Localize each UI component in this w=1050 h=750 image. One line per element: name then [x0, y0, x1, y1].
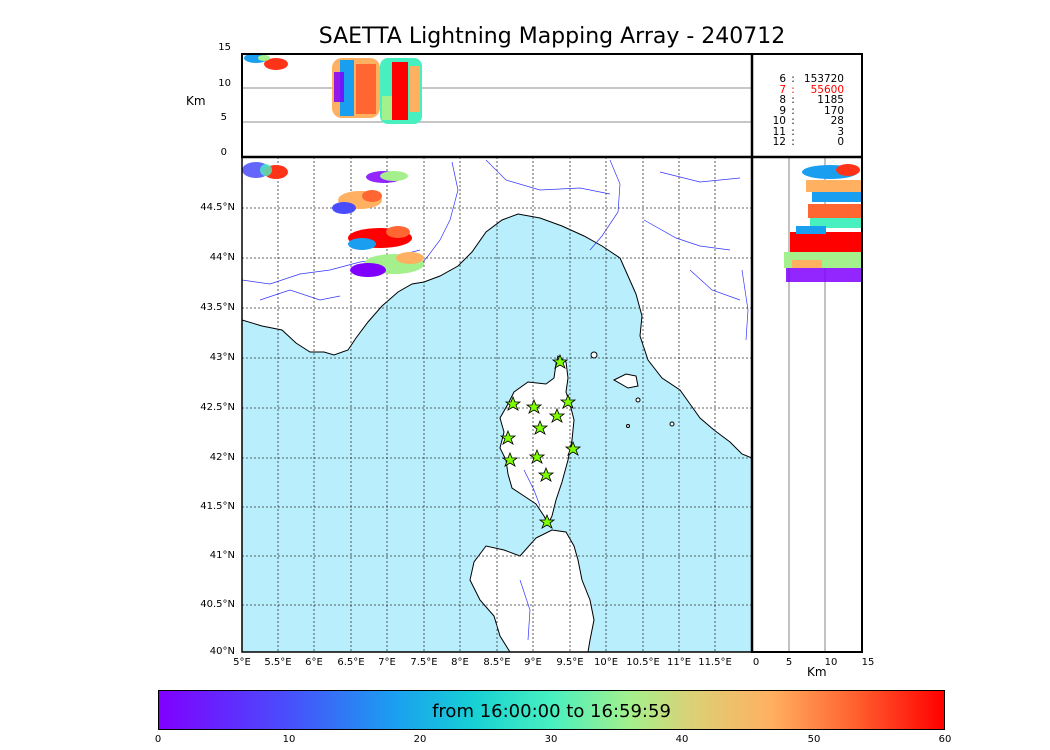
map-panel[interactable] [242, 157, 752, 652]
stations-count-key: 8 [779, 94, 786, 106]
lightning-sources-map [242, 162, 424, 277]
elba-island [612, 373, 639, 389]
map-gridlines [242, 157, 752, 652]
stats-sep: : [791, 104, 795, 117]
time-colorbar [158, 690, 945, 730]
top-ytick: 0 [220, 147, 227, 158]
sardinia-island [469, 529, 595, 652]
stats-sep: : [791, 125, 795, 138]
colorbar-tick: 0 [154, 734, 162, 745]
figure-title: SAETTA Lightning Mapping Array - 240712 [318, 24, 786, 49]
lon-tick: 5°E [233, 657, 251, 668]
stats-row: 10: 28 [756, 116, 856, 127]
lon-tick: 8.5°E [483, 657, 511, 668]
lon-tick: 9°E [524, 657, 542, 668]
stats-row: 11: 3 [756, 125, 856, 138]
colorbar-tick: 10 [282, 734, 296, 745]
lat-tick: 42.5°N [200, 402, 235, 413]
colorbar-tick: 40 [675, 734, 689, 745]
side-xtick: 15 [861, 657, 875, 668]
lat-tick: 41.5°N [200, 501, 235, 512]
lat-tick: 41°N [209, 550, 235, 561]
stations-count-key: 11 [772, 125, 786, 138]
side-xtick: 10 [824, 657, 838, 668]
side-xtick: 0 [752, 657, 760, 668]
lat-tick: 43°N [209, 352, 235, 363]
sources-count: 55600 [810, 83, 844, 96]
lon-tick: 10°E [593, 657, 619, 668]
colorbar-tick: 60 [938, 734, 952, 745]
lat-tick: 42°N [209, 452, 235, 463]
lon-tick: 11°E [666, 657, 692, 668]
lon-tick: 5.5°E [264, 657, 292, 668]
lon-tick: 6.5°E [337, 657, 365, 668]
side-xtick: 5 [785, 657, 793, 668]
lon-tick: 8°E [451, 657, 469, 668]
colorbar-tick: 30 [544, 734, 558, 745]
sources-count: 28 [830, 115, 844, 127]
altitude-panel-side [752, 157, 862, 652]
lon-tick: 10.5°E [626, 657, 660, 668]
side-xlabel: Km [807, 665, 827, 679]
corsica-island [499, 355, 575, 526]
lat-tick: 40.5°N [200, 599, 235, 610]
lon-tick: 7°E [378, 657, 396, 668]
colorbar-tick: 20 [413, 734, 427, 745]
altitude-panel-top [242, 54, 752, 157]
sources-count: 153720 [803, 73, 844, 85]
top-ytick: 5 [220, 112, 227, 123]
lat-tick: 40°N [209, 646, 235, 657]
lma-stations [499, 353, 582, 529]
colorbar-tick: 50 [807, 734, 821, 745]
lon-tick: 7.5°E [410, 657, 438, 668]
stats-row: 9: 170 [756, 104, 856, 117]
stations-table: 6:153720 7:55600 8:1185 9:170 10:28 11:3… [756, 74, 856, 148]
lon-tick: 9.5°E [556, 657, 584, 668]
stations-count-key: 9 [779, 104, 786, 117]
stats-sep: : [791, 115, 795, 127]
lon-tick: 6°E [305, 657, 323, 668]
stats-sep: : [791, 73, 795, 85]
sources-count: 3 [837, 125, 844, 138]
stations-count-key: 7 [779, 83, 786, 96]
sources-count: 0 [837, 136, 844, 148]
stations-count-key: 10 [772, 115, 786, 127]
stats-sep: : [791, 94, 795, 106]
stats-sep: : [791, 136, 795, 148]
stations-count-key: 12 [772, 136, 786, 148]
lon-tick: 11.5°E [698, 657, 732, 668]
stations-count-key: 6 [779, 73, 786, 85]
stats-row: 12: 0 [756, 137, 856, 148]
sources-count: 1185 [817, 94, 844, 106]
top-ytick: 10 [218, 78, 231, 89]
stats-sep: : [791, 83, 795, 96]
stats-row: 6:153720 [756, 74, 856, 85]
top-ytick: 15 [218, 42, 231, 53]
top-ylabel: Km [186, 94, 206, 108]
sources-count: 170 [823, 104, 844, 117]
stats-box [751, 53, 863, 158]
stats-row: 8: 1185 [756, 95, 856, 106]
lat-tick: 43.5°N [200, 302, 235, 313]
lat-tick: 44°N [209, 252, 235, 263]
colorbar-label: from 16:00:00 to 16:59:59 [432, 701, 671, 722]
lat-tick: 44.5°N [200, 202, 235, 213]
stats-row: 7: 55600 [756, 83, 856, 96]
